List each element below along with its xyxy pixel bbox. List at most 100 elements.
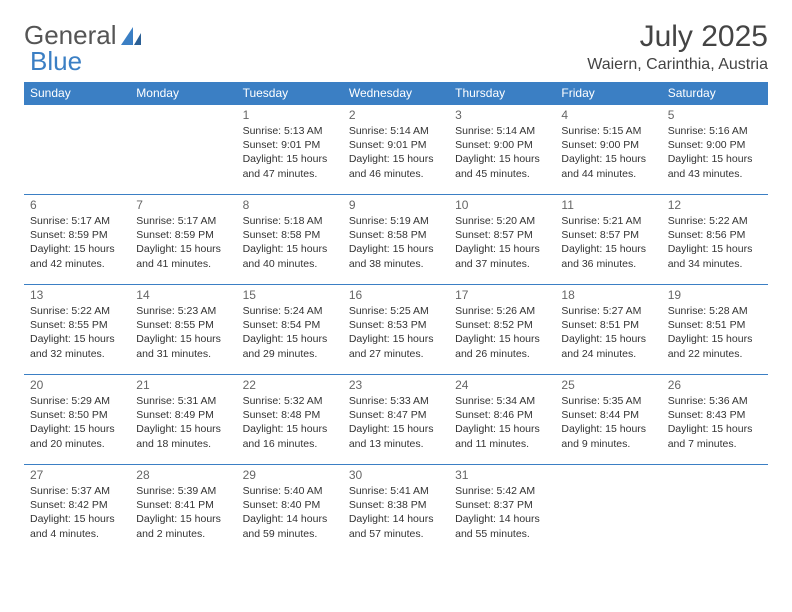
- day-details: Sunrise: 5:17 AMSunset: 8:59 PMDaylight:…: [30, 214, 124, 271]
- calendar-header-row: Sunday Monday Tuesday Wednesday Thursday…: [24, 82, 768, 105]
- day-number: 29: [243, 468, 337, 482]
- day-number: 24: [455, 378, 549, 392]
- day-details: Sunrise: 5:16 AMSunset: 9:00 PMDaylight:…: [668, 124, 762, 181]
- calendar-cell: 21 Sunrise: 5:31 AMSunset: 8:49 PMDayligh…: [130, 375, 236, 465]
- day-details: Sunrise: 5:32 AMSunset: 8:48 PMDaylight:…: [243, 394, 337, 451]
- day-number: 18: [561, 288, 655, 302]
- day-number: 8: [243, 198, 337, 212]
- day-details: Sunrise: 5:22 AMSunset: 8:56 PMDaylight:…: [668, 214, 762, 271]
- calendar-cell: 16 Sunrise: 5:25 AMSunset: 8:53 PMDayligh…: [343, 285, 449, 375]
- day-number: 28: [136, 468, 230, 482]
- calendar-cell: 25 Sunrise: 5:35 AMSunset: 8:44 PMDayligh…: [555, 375, 661, 465]
- day-details: Sunrise: 5:26 AMSunset: 8:52 PMDaylight:…: [455, 304, 549, 361]
- day-number: 12: [668, 198, 762, 212]
- logo-sail-icon: [119, 25, 145, 47]
- weekday-monday: Monday: [130, 82, 236, 105]
- day-details: Sunrise: 5:24 AMSunset: 8:54 PMDaylight:…: [243, 304, 337, 361]
- weekday-tuesday: Tuesday: [237, 82, 343, 105]
- calendar-cell: [662, 465, 768, 555]
- day-number: 23: [349, 378, 443, 392]
- day-details: Sunrise: 5:27 AMSunset: 8:51 PMDaylight:…: [561, 304, 655, 361]
- calendar-cell: 5 Sunrise: 5:16 AMSunset: 9:00 PMDaylight…: [662, 105, 768, 195]
- calendar-cell: 10 Sunrise: 5:20 AMSunset: 8:57 PMDayligh…: [449, 195, 555, 285]
- day-number: 16: [349, 288, 443, 302]
- calendar-cell: 8Sunrise: 5:18 AMSunset: 8:58 PMDaylight…: [237, 195, 343, 285]
- calendar-cell: 11 Sunrise: 5:21 AMSunset: 8:57 PMDayligh…: [555, 195, 661, 285]
- day-details: Sunrise: 5:37 AMSunset: 8:42 PMDaylight:…: [30, 484, 124, 541]
- weekday-thursday: Thursday: [449, 82, 555, 105]
- calendar-cell: 20Sunrise: 5:29 AMSunset: 8:50 PMDayligh…: [24, 375, 130, 465]
- header: General July 2025 Waiern, Carinthia, Aus…: [24, 20, 768, 74]
- day-number: 7: [136, 198, 230, 212]
- day-details: Sunrise: 5:14 AMSunset: 9:00 PMDaylight:…: [455, 124, 549, 181]
- calendar-cell: 3 Sunrise: 5:14 AMSunset: 9:00 PMDaylight…: [449, 105, 555, 195]
- calendar-week-row: 27 Sunrise: 5:37 AMSunset: 8:42 PMDayligh…: [24, 465, 768, 555]
- day-details: Sunrise: 5:36 AMSunset: 8:43 PMDaylight:…: [668, 394, 762, 451]
- day-details: Sunrise: 5:35 AMSunset: 8:44 PMDaylight:…: [561, 394, 655, 451]
- day-number: 20: [30, 378, 124, 392]
- day-details: Sunrise: 5:42 AMSunset: 8:37 PMDaylight:…: [455, 484, 549, 541]
- title-block: July 2025 Waiern, Carinthia, Austria: [587, 20, 768, 74]
- calendar-cell: 6 Sunrise: 5:17 AMSunset: 8:59 PMDaylight…: [24, 195, 130, 285]
- calendar-cell: 22 Sunrise: 5:32 AMSunset: 8:48 PMDayligh…: [237, 375, 343, 465]
- location: Waiern, Carinthia, Austria: [587, 56, 768, 74]
- day-details: Sunrise: 5:25 AMSunset: 8:53 PMDaylight:…: [349, 304, 443, 361]
- day-details: Sunrise: 5:21 AMSunset: 8:57 PMDaylight:…: [561, 214, 655, 271]
- day-number: 5: [668, 108, 762, 122]
- logo-text-2: Blue: [30, 46, 82, 77]
- calendar-cell: 30Sunrise: 5:41 AMSunset: 8:38 PMDayligh…: [343, 465, 449, 555]
- month-title: July 2025: [587, 20, 768, 54]
- day-number: 19: [668, 288, 762, 302]
- weekday-friday: Friday: [555, 82, 661, 105]
- day-details: Sunrise: 5:14 AMSunset: 9:01 PMDaylight:…: [349, 124, 443, 181]
- calendar-cell: 24Sunrise: 5:34 AMSunset: 8:46 PMDayligh…: [449, 375, 555, 465]
- day-number: 9: [349, 198, 443, 212]
- day-number: 4: [561, 108, 655, 122]
- calendar-week-row: 20Sunrise: 5:29 AMSunset: 8:50 PMDayligh…: [24, 375, 768, 465]
- calendar-cell: 23 Sunrise: 5:33 AMSunset: 8:47 PMDayligh…: [343, 375, 449, 465]
- day-details: Sunrise: 5:20 AMSunset: 8:57 PMDaylight:…: [455, 214, 549, 271]
- calendar-table: Sunday Monday Tuesday Wednesday Thursday…: [24, 82, 768, 555]
- day-number: 22: [243, 378, 337, 392]
- calendar-cell: 15 Sunrise: 5:24 AMSunset: 8:54 PMDayligh…: [237, 285, 343, 375]
- calendar-cell: 7Sunrise: 5:17 AMSunset: 8:59 PMDaylight…: [130, 195, 236, 285]
- calendar-body: 1 Sunrise: 5:13 AMSunset: 9:01 PMDaylight…: [24, 105, 768, 555]
- calendar-cell: [555, 465, 661, 555]
- day-number: 21: [136, 378, 230, 392]
- weekday-wednesday: Wednesday: [343, 82, 449, 105]
- calendar-cell: 28 Sunrise: 5:39 AMSunset: 8:41 PMDayligh…: [130, 465, 236, 555]
- day-details: Sunrise: 5:40 AMSunset: 8:40 PMDaylight:…: [243, 484, 337, 541]
- day-details: Sunrise: 5:41 AMSunset: 8:38 PMDaylight:…: [349, 484, 443, 541]
- day-number: 13: [30, 288, 124, 302]
- calendar-cell: 14 Sunrise: 5:23 AMSunset: 8:55 PMDayligh…: [130, 285, 236, 375]
- day-number: 15: [243, 288, 337, 302]
- day-number: 25: [561, 378, 655, 392]
- day-details: Sunrise: 5:19 AMSunset: 8:58 PMDaylight:…: [349, 214, 443, 271]
- calendar-week-row: 6 Sunrise: 5:17 AMSunset: 8:59 PMDaylight…: [24, 195, 768, 285]
- calendar-cell: 17 Sunrise: 5:26 AMSunset: 8:52 PMDayligh…: [449, 285, 555, 375]
- day-number: 27: [30, 468, 124, 482]
- day-details: Sunrise: 5:22 AMSunset: 8:55 PMDaylight:…: [30, 304, 124, 361]
- day-number: 10: [455, 198, 549, 212]
- day-details: Sunrise: 5:28 AMSunset: 8:51 PMDaylight:…: [668, 304, 762, 361]
- day-number: 2: [349, 108, 443, 122]
- calendar-cell: 27 Sunrise: 5:37 AMSunset: 8:42 PMDayligh…: [24, 465, 130, 555]
- day-details: Sunrise: 5:15 AMSunset: 9:00 PMDaylight:…: [561, 124, 655, 181]
- calendar-cell: 18 Sunrise: 5:27 AMSunset: 8:51 PMDayligh…: [555, 285, 661, 375]
- day-number: 3: [455, 108, 549, 122]
- calendar-week-row: 13 Sunrise: 5:22 AMSunset: 8:55 PMDayligh…: [24, 285, 768, 375]
- calendar-cell: 1 Sunrise: 5:13 AMSunset: 9:01 PMDaylight…: [237, 105, 343, 195]
- day-details: Sunrise: 5:39 AMSunset: 8:41 PMDaylight:…: [136, 484, 230, 541]
- day-number: 6: [30, 198, 124, 212]
- day-details: Sunrise: 5:23 AMSunset: 8:55 PMDaylight:…: [136, 304, 230, 361]
- day-number: 1: [243, 108, 337, 122]
- day-number: 26: [668, 378, 762, 392]
- day-details: Sunrise: 5:13 AMSunset: 9:01 PMDaylight:…: [243, 124, 337, 181]
- day-number: 17: [455, 288, 549, 302]
- calendar-week-row: 1 Sunrise: 5:13 AMSunset: 9:01 PMDaylight…: [24, 105, 768, 195]
- day-details: Sunrise: 5:33 AMSunset: 8:47 PMDaylight:…: [349, 394, 443, 451]
- day-details: Sunrise: 5:31 AMSunset: 8:49 PMDaylight:…: [136, 394, 230, 451]
- day-number: 11: [561, 198, 655, 212]
- day-number: 14: [136, 288, 230, 302]
- calendar-cell: 2 Sunrise: 5:14 AMSunset: 9:01 PMDaylight…: [343, 105, 449, 195]
